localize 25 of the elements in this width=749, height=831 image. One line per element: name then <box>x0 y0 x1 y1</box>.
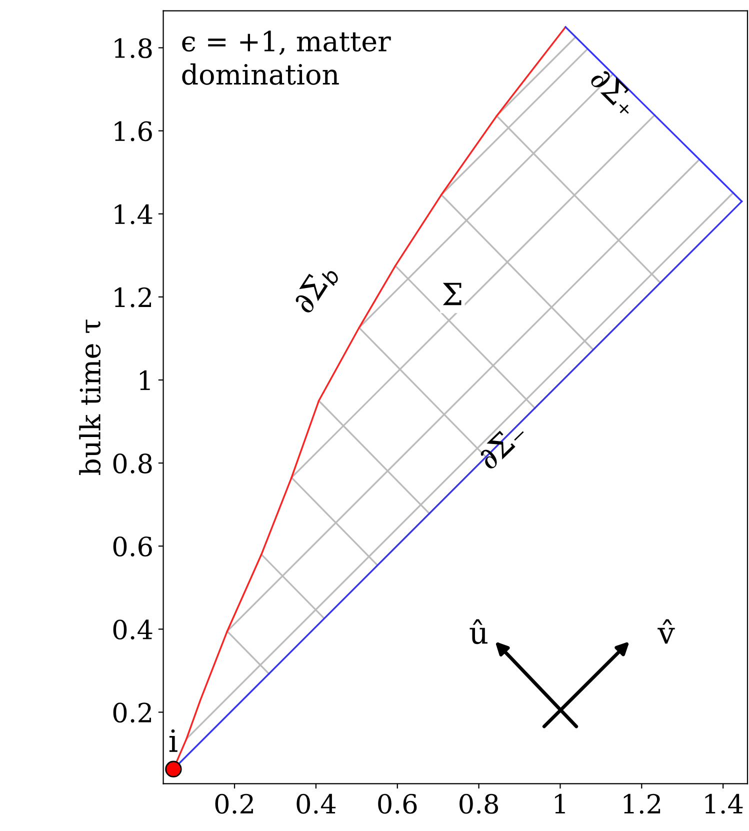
x-tick-label: 1.2 <box>624 794 660 814</box>
y-tick-label: 1.8 <box>114 38 152 58</box>
y-tick-label: 1.6 <box>114 121 152 142</box>
text: ϵ = +1, matter domination <box>182 30 391 85</box>
y-tick-label: 1.4 <box>114 204 152 224</box>
y-tick-label: 0.8 <box>113 453 152 474</box>
y-tick-label: 0.4 <box>113 620 152 640</box>
y-tick-label: 0.6 <box>113 536 152 556</box>
annotation: i <box>169 729 178 752</box>
x-tick-label: 1 <box>555 794 565 814</box>
x-tick-label: 1.4 <box>705 794 743 814</box>
x-tick-label: 0.6 <box>378 794 417 814</box>
annotation: v̂ <box>658 619 675 644</box>
y-tick-label: 1 <box>140 370 150 390</box>
annotation: Σ <box>442 282 462 306</box>
annotation: ∂Σ₋ <box>476 420 528 471</box>
annotation: û <box>470 619 488 644</box>
x-tick-label: 0.8 <box>460 794 498 814</box>
x-tick-label: 0.2 <box>215 794 253 814</box>
y-axis-title: bulk time τ <box>79 320 101 476</box>
annotation: ∂Σ$_{b}$ <box>290 261 340 318</box>
annotation: ∂Σ₊ <box>589 66 640 118</box>
y-tick-label: 0.2 <box>113 702 151 723</box>
y-tick-label: 1.2 <box>114 287 151 308</box>
x-tick-label: 0.4 <box>296 794 336 814</box>
